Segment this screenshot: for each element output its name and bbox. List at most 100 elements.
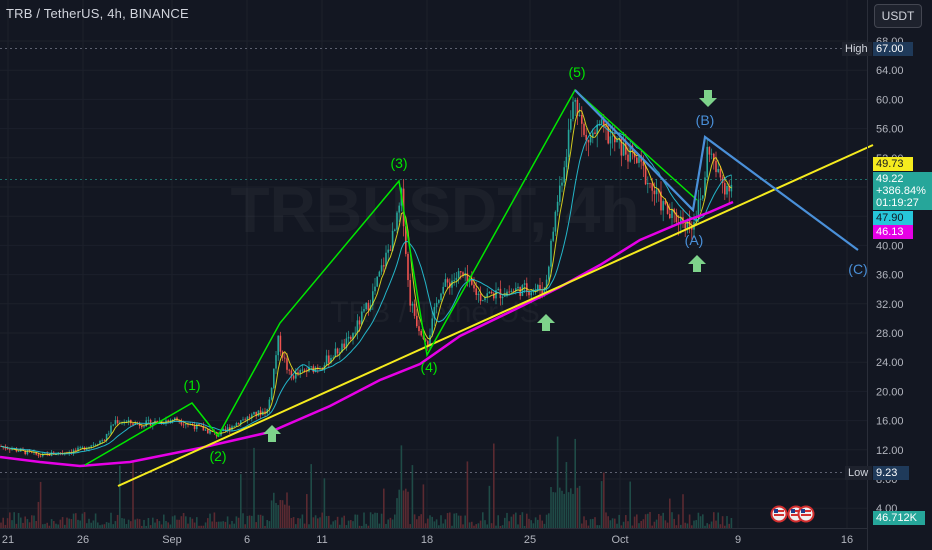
volume-bar <box>222 521 224 528</box>
volume-bar <box>552 492 554 528</box>
candle-body <box>202 426 205 431</box>
candle-body <box>204 429 207 431</box>
volume-bar <box>710 521 713 528</box>
candle-body <box>644 165 647 185</box>
candle-body <box>222 428 224 431</box>
candle-body <box>508 291 510 293</box>
volume-bar <box>169 524 172 528</box>
volume-bar <box>6 518 9 528</box>
volume-bar <box>246 516 249 528</box>
volume-bar <box>592 518 594 528</box>
candle-body <box>339 352 341 354</box>
volume-bar <box>55 523 57 528</box>
candle-body <box>510 290 513 292</box>
candle-body <box>539 284 541 291</box>
candle-body <box>438 300 440 303</box>
candle-body <box>651 183 653 191</box>
candle-body <box>528 291 530 296</box>
volume-bar <box>114 521 117 528</box>
candle-body <box>295 372 297 379</box>
volume-bar <box>664 520 667 528</box>
volume-bar <box>13 512 15 528</box>
time-tick-3: 6 <box>244 534 250 546</box>
volume-bar <box>600 481 603 528</box>
candle-body <box>477 293 480 295</box>
candle-body <box>715 160 717 173</box>
volume-bar <box>697 512 700 528</box>
moving-averages <box>0 109 734 468</box>
candle-body <box>156 420 158 423</box>
candle-body <box>625 142 627 155</box>
volume-bar <box>248 515 251 528</box>
impulse-wave-line <box>84 88 698 466</box>
volume-bar <box>321 512 323 528</box>
candle-body <box>383 265 385 267</box>
candle-body <box>26 450 29 455</box>
volume-bar <box>39 481 42 528</box>
volume-bar <box>290 518 293 528</box>
time-tick-5: 18 <box>421 534 433 546</box>
volume-bar <box>398 489 400 528</box>
volume-bar <box>688 514 691 528</box>
candle-body <box>680 217 682 225</box>
wave-label-4: (4) <box>420 359 437 375</box>
candle-body <box>486 293 488 298</box>
candle-body <box>9 449 11 451</box>
volume-bar <box>105 522 108 528</box>
volume-bar <box>407 491 409 528</box>
volume-bar <box>339 524 341 528</box>
candle-body <box>299 369 301 374</box>
volume-bar <box>394 514 396 528</box>
volume-bar <box>116 514 119 528</box>
volume-bar <box>563 493 565 528</box>
volume-bar <box>110 512 112 528</box>
last-price-block: 49.22 +386.84% 01:19:27 <box>873 172 932 210</box>
candle-body <box>127 419 130 422</box>
price-tick-10: 28.00 <box>876 328 904 340</box>
volume-bar <box>301 514 304 528</box>
volume-bar <box>20 517 22 528</box>
candle-body <box>385 252 387 267</box>
volume-bar <box>572 493 574 528</box>
volume-bar <box>594 517 596 528</box>
time-tick-0: 21 <box>2 534 14 546</box>
candle-body <box>380 265 383 272</box>
flag-stripe <box>791 514 801 516</box>
candle-body <box>284 357 286 359</box>
volume-bar <box>288 505 290 528</box>
flag-canton <box>791 509 795 513</box>
volume-bar <box>532 523 535 528</box>
candle-body <box>649 182 651 184</box>
volume-bar <box>264 525 266 528</box>
volume-bar <box>495 525 497 528</box>
price-tick-13: 16.00 <box>876 416 904 428</box>
volume-bar <box>77 519 79 528</box>
volume-bar <box>717 512 719 528</box>
candle-body <box>108 433 110 435</box>
candle-body <box>574 99 576 102</box>
volume-bar <box>270 500 273 528</box>
volume-bar <box>666 522 669 528</box>
volume-bar <box>343 515 345 528</box>
candle-body <box>44 453 46 454</box>
low-value: 9.23 <box>873 466 909 480</box>
symbol-title[interactable]: TRB / TetherUS, 4h, BINANCE <box>6 6 189 21</box>
candle-body <box>532 290 535 293</box>
volume-bar <box>334 520 337 528</box>
volume-bar <box>64 524 66 528</box>
candle-body <box>724 182 726 195</box>
trendline <box>117 144 874 487</box>
volume-bar <box>209 513 211 528</box>
flag-stripe <box>801 510 811 512</box>
volume-bar <box>46 522 48 528</box>
volume-bar <box>649 512 651 528</box>
currency-button[interactable]: USDT <box>874 4 922 28</box>
arrow-up-icon <box>537 314 555 331</box>
volume-bar <box>284 504 286 528</box>
volume-bar <box>550 486 552 528</box>
volume-bar <box>207 518 209 528</box>
volume-bar <box>477 523 480 528</box>
volume-bar <box>625 515 627 528</box>
price-tick-2: 60.00 <box>876 94 904 106</box>
